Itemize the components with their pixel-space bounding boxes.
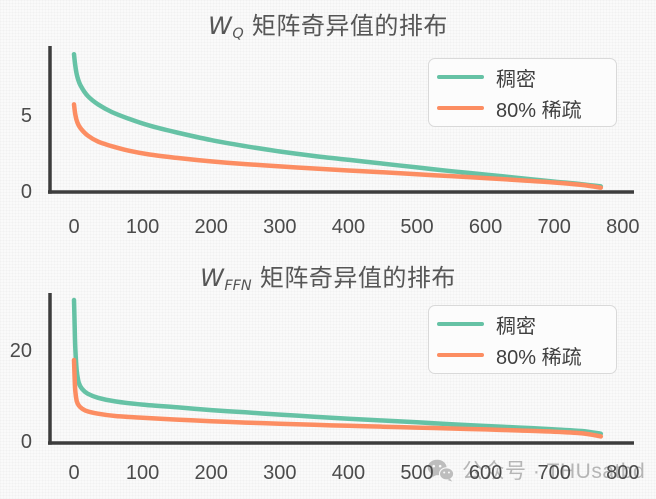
wechat-icon (427, 459, 454, 482)
y-tick-label: 5 (21, 105, 32, 127)
series-line-sparse (71, 357, 604, 439)
x-tick-label: 200 (195, 216, 228, 238)
legend-line-dense (437, 74, 484, 80)
x-tick-label: 100 (126, 462, 159, 484)
legend-label-sparse: 80% 稀疏 (496, 346, 582, 369)
title-variable: W (208, 12, 233, 40)
x-tick-label: 700 (538, 216, 571, 238)
legend-entry-sparse: 80% 稀疏 (429, 343, 616, 369)
x-tick-label: 200 (195, 462, 228, 484)
title-subscript: FFN (224, 278, 252, 295)
chart-panel-wq: WQ 矩阵奇异值的排布 0 100 200 300 400 500 600 700 800 0 5 … (0, 6, 656, 238)
x-tick-label: 800 (606, 462, 639, 484)
series-line-dense (71, 297, 604, 436)
legend-line-sparse (437, 105, 484, 111)
y-tick-label: 20 (10, 340, 32, 362)
title-text: 矩阵奇异值的排布 (244, 13, 448, 40)
legend: 稠密 80% 稀疏 (428, 305, 617, 374)
legend: 稠密 80% 稀疏 (428, 58, 617, 127)
y-tick-label: 0 (21, 181, 32, 203)
plot-area-wq: 0 100 200 300 400 500 600 700 800 0 5 (21, 46, 639, 238)
x-tick-label: 0 (68, 216, 79, 238)
legend-line-sparse (437, 352, 484, 358)
x-tick-label: 500 (400, 216, 433, 238)
x-tick-label: 400 (332, 216, 365, 238)
x-tick-label: 800 (606, 216, 639, 238)
x-tick-label: 100 (126, 216, 159, 238)
chart-title-wq: WQ 矩阵奇异值的排布 (0, 6, 656, 42)
legend-label-dense: 稠密 (496, 68, 536, 91)
legend-entry-dense: 稠密 (429, 65, 616, 91)
legend-label-sparse: 80% 稀疏 (496, 99, 582, 122)
watermark-text: 公众号 · THUsatbd (462, 460, 646, 483)
title-subscript: Q (232, 26, 244, 43)
x-tick-label: 500 (400, 462, 433, 484)
watermark: 公众号 · THUsatbd (427, 455, 645, 485)
x-tick-label: 600 (469, 462, 502, 484)
series-line-sparse (71, 102, 604, 190)
x-tick-label: 400 (332, 462, 365, 484)
y-tick-label: 0 (21, 431, 32, 453)
x-tick-label: 0 (68, 462, 79, 484)
plot-area-wffn: 0 100 200 300 400 500 600 700 800 0 20 (10, 293, 639, 484)
title-text: 矩阵奇异值的排布 (252, 265, 456, 292)
series-line-dense (71, 51, 604, 189)
legend-entry-sparse: 80% 稀疏 (429, 96, 616, 122)
chart-title-wffn: WFFN 矩阵奇异值的排布 (0, 258, 656, 294)
x-tick-label: 300 (263, 216, 296, 238)
legend-label-dense: 稠密 (496, 315, 536, 338)
x-tick-label: 300 (263, 462, 296, 484)
legend-line-dense (437, 321, 484, 327)
chart-panel-wffn: WFFN 矩阵奇异值的排布 0 100 200 300 400 500 600 700 800 0… (0, 250, 656, 499)
x-tick-label: 700 (538, 462, 571, 484)
title-variable: W (200, 264, 225, 292)
x-tick-label: 600 (469, 216, 502, 238)
legend-entry-dense: 稠密 (429, 312, 616, 338)
